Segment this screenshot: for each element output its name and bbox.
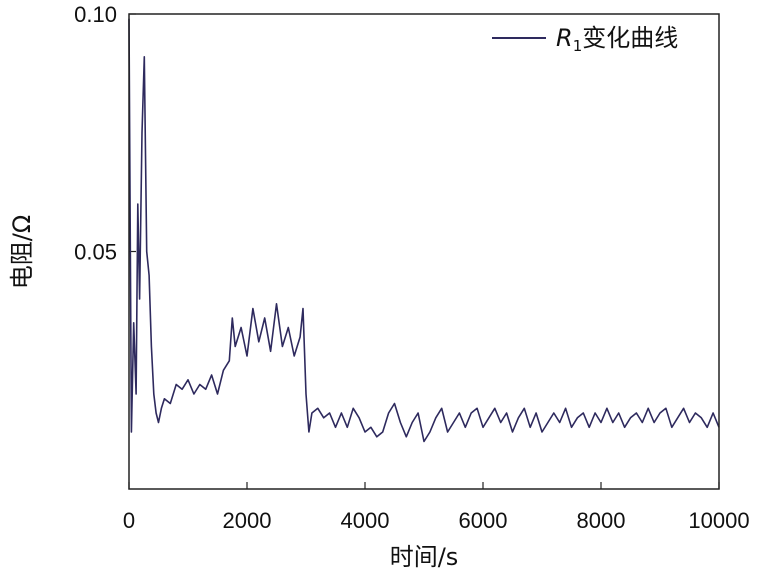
legend-label: R1变化曲线 <box>556 24 678 55</box>
x-axis-title: 时间/s <box>390 543 459 571</box>
x-tick-labels: 0 2000 4000 6000 8000 10000 <box>123 508 750 533</box>
x-tick-label: 0 <box>123 508 135 533</box>
x-tick-label: 8000 <box>577 508 626 533</box>
y-tick-label: 0.10 <box>74 2 117 27</box>
y-axis-title: 电阻/Ω <box>8 215 36 289</box>
x-tick-label: 10000 <box>688 508 749 533</box>
legend-label-rest: 变化曲线 <box>582 24 678 52</box>
x-tick-label: 6000 <box>459 508 508 533</box>
legend: R1变化曲线 <box>492 24 678 55</box>
x-tick-label: 2000 <box>223 508 272 533</box>
x-tick-label: 4000 <box>341 508 390 533</box>
series-layer <box>128 18 720 443</box>
series-line <box>128 18 720 443</box>
legend-label-main: R <box>556 24 573 52</box>
y-tick-label: 0.05 <box>74 240 117 265</box>
plot-frame <box>128 13 720 490</box>
legend-label-sub: 1 <box>573 37 583 55</box>
y-tick-labels: 0.05 0.10 <box>74 2 117 265</box>
